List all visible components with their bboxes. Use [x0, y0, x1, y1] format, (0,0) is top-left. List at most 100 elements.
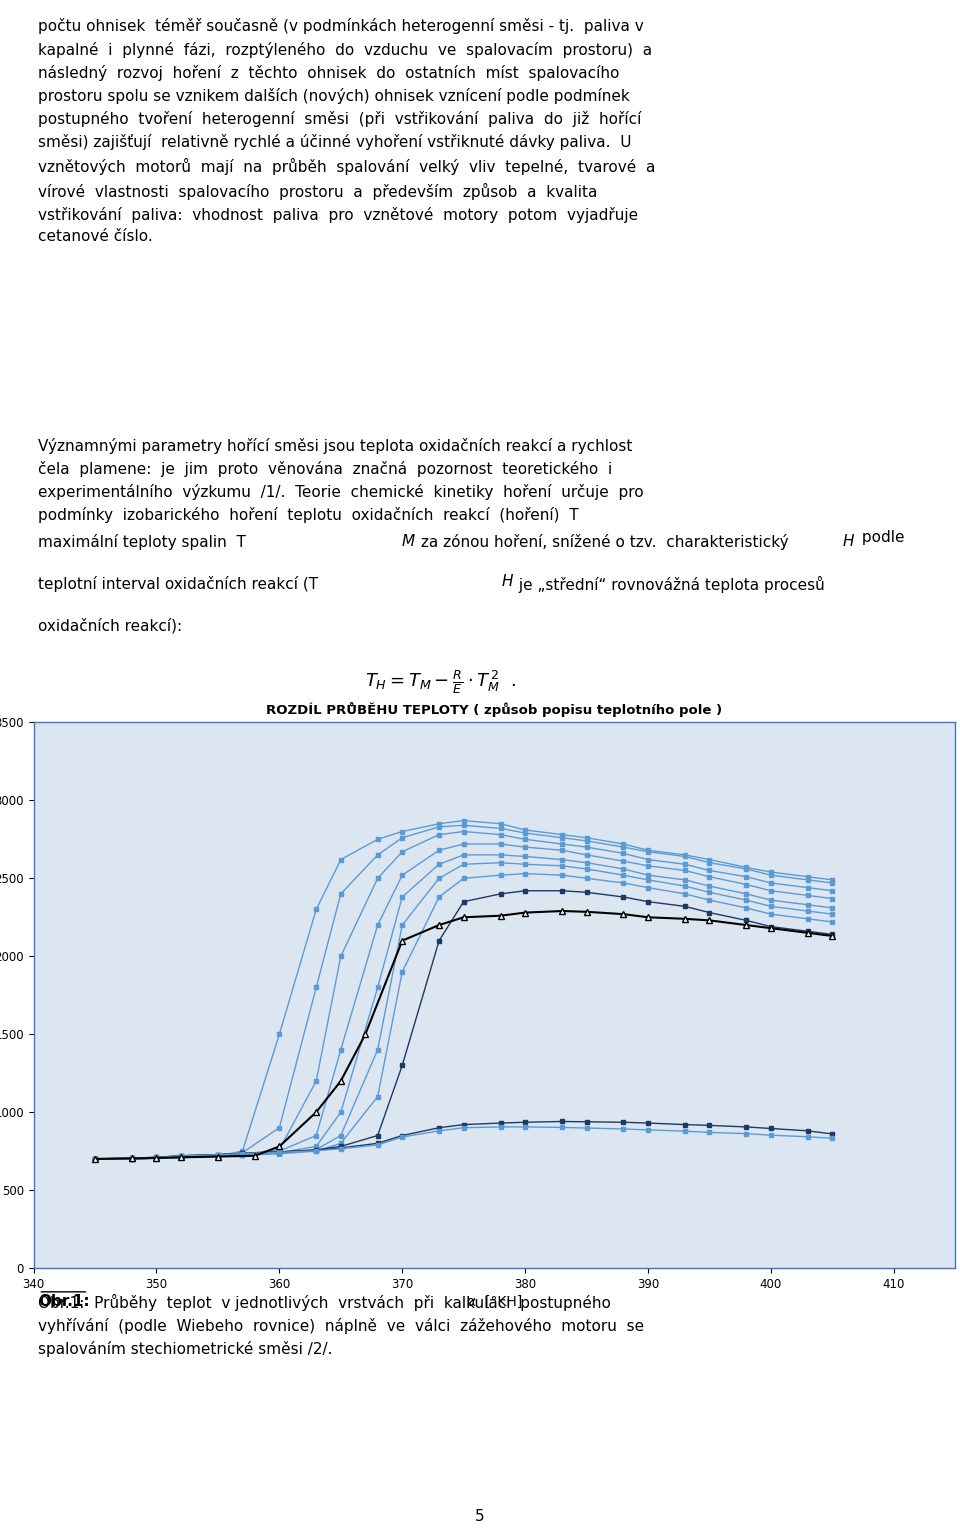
vrstva 5: [519, 847, 531, 865]
vrstva 8: [237, 1144, 249, 1162]
vrstva 10: [802, 1128, 813, 1147]
vrstva 7: [704, 891, 715, 910]
vrstva 10: [89, 1150, 101, 1168]
vrstva 4: [458, 835, 469, 853]
vrstva 3: [310, 1071, 322, 1090]
vrstva 10: [827, 1130, 838, 1148]
vrstva 4: [372, 916, 383, 934]
vrstva 4: [494, 835, 506, 853]
Line: vrstva 5: vrstva 5: [93, 853, 834, 1160]
vrstva 1: [642, 841, 654, 859]
vrstva 6: [335, 1127, 347, 1145]
vrstva 2: [396, 828, 408, 847]
vrstva 3: [458, 822, 469, 841]
vrstva 9: [89, 1150, 101, 1168]
vrstva 3: [802, 879, 813, 898]
vrstva 5: [89, 1150, 101, 1168]
vrstva 8: [740, 911, 752, 930]
vrstva 9: [802, 1122, 813, 1140]
Line: vrstva 4: vrstva 4: [93, 842, 834, 1160]
vrstva 2: [704, 853, 715, 871]
vrstva 2: [126, 1150, 137, 1168]
Prog. TLAK: [249, 1147, 260, 1165]
vrstva 2: [176, 1148, 187, 1167]
vrstva 5: [642, 865, 654, 884]
vrstva 10: [519, 1117, 531, 1136]
vrstva 7: [372, 1087, 383, 1105]
Text: počtu ohnisek  téměř současně (v podmínkách heterogenní směsi - tj.  paliva v
ka: počtu ohnisek téměř současně (v podmínká…: [38, 18, 656, 244]
vrstva 8: [274, 1142, 285, 1160]
vrstva 10: [335, 1139, 347, 1157]
vrstva 7: [151, 1148, 162, 1167]
vrstva 4: [126, 1150, 137, 1168]
Text: Ve válci pístového motoru jsou  ovšem  specifické  podmínky,  které  se  od
teor: Ve válci pístového motoru jsou ovšem spe…: [38, 730, 672, 818]
vrstva 7: [827, 913, 838, 931]
vrstva 8: [335, 1137, 347, 1156]
vrstva 9: [740, 1117, 752, 1136]
vrstva 7: [237, 1147, 249, 1165]
vrstva 1: [151, 1148, 162, 1167]
vrstva 6: [581, 859, 592, 878]
vrstva 4: [617, 851, 629, 870]
vrstva 3: [372, 868, 383, 887]
Title: ROZDÍL PRŮBĚHU TEPLOTY ( způsob popisu teplotního pole ): ROZDÍL PRŮBĚHU TEPLOTY ( způsob popisu t…: [266, 702, 723, 718]
Text: 5: 5: [475, 1509, 485, 1525]
vrstva 4: [151, 1148, 162, 1167]
Text: Obr.1:  Průběhy  teplot  v jednotlivých  vrstvách  při  kalkulaci  postupného
vy: Obr.1: Průběhy teplot v jednotlivých vrs…: [38, 1294, 644, 1357]
vrstva 8: [126, 1148, 137, 1167]
vrstva 6: [740, 891, 752, 910]
vrstva 5: [335, 1104, 347, 1122]
vrstva 4: [802, 887, 813, 905]
vrstva 8: [89, 1150, 101, 1168]
Prog. TLAK: [704, 911, 715, 930]
Prog. TLAK: [642, 908, 654, 927]
Text: H: H: [502, 573, 514, 589]
Text: M: M: [401, 535, 415, 549]
vrstva 3: [335, 947, 347, 965]
vrstva 7: [89, 1150, 101, 1168]
vrstva 3: [237, 1145, 249, 1164]
vrstva 6: [274, 1144, 285, 1162]
Prog. TLAK: [494, 907, 506, 925]
Text: je „střední“ rovnovážná teplota procesů: je „střední“ rovnovážná teplota procesů: [514, 576, 825, 593]
vrstva 6: [519, 855, 531, 873]
vrstva 9: [212, 1145, 224, 1164]
vrstva 9: [581, 1113, 592, 1131]
vrstva 4: [740, 875, 752, 893]
vrstva 9: [335, 1139, 347, 1157]
Prog. TLAK: [89, 1150, 101, 1168]
X-axis label: α  [°KH]: α [°KH]: [467, 1294, 522, 1310]
Prog. TLAK: [360, 1025, 372, 1044]
vrstva 9: [458, 1116, 469, 1134]
vrstva 1: [396, 822, 408, 841]
vrstva 2: [519, 824, 531, 842]
vrstva 8: [458, 893, 469, 911]
Prog. TLAK: [396, 931, 408, 950]
vrstva 9: [765, 1119, 777, 1137]
vrstva 2: [642, 842, 654, 861]
Text: podle: podle: [857, 530, 904, 546]
vrstva 1: [765, 862, 777, 881]
vrstva 7: [335, 1134, 347, 1153]
Line: vrstva 9: vrstva 9: [93, 1119, 834, 1160]
vrstva 10: [494, 1117, 506, 1136]
vrstva 6: [89, 1150, 101, 1168]
vrstva 9: [126, 1148, 137, 1167]
vrstva 7: [274, 1145, 285, 1164]
Line: vrstva 3: vrstva 3: [93, 830, 834, 1160]
vrstva 10: [581, 1119, 592, 1137]
vrstva 10: [274, 1144, 285, 1162]
vrstva 10: [458, 1119, 469, 1137]
vrstva 10: [176, 1147, 187, 1165]
vrstva 1: [679, 845, 690, 864]
vrstva 10: [679, 1122, 690, 1140]
vrstva 2: [237, 1144, 249, 1162]
vrstva 8: [151, 1148, 162, 1167]
vrstva 9: [556, 1113, 567, 1131]
vrstva 8: [617, 888, 629, 907]
Text: oxidačních reakcí):: oxidačních reakcí):: [38, 618, 182, 633]
vrstva 9: [704, 1116, 715, 1134]
vrstva 8: [642, 893, 654, 911]
vrstva 5: [494, 845, 506, 864]
vrstva 3: [704, 861, 715, 879]
